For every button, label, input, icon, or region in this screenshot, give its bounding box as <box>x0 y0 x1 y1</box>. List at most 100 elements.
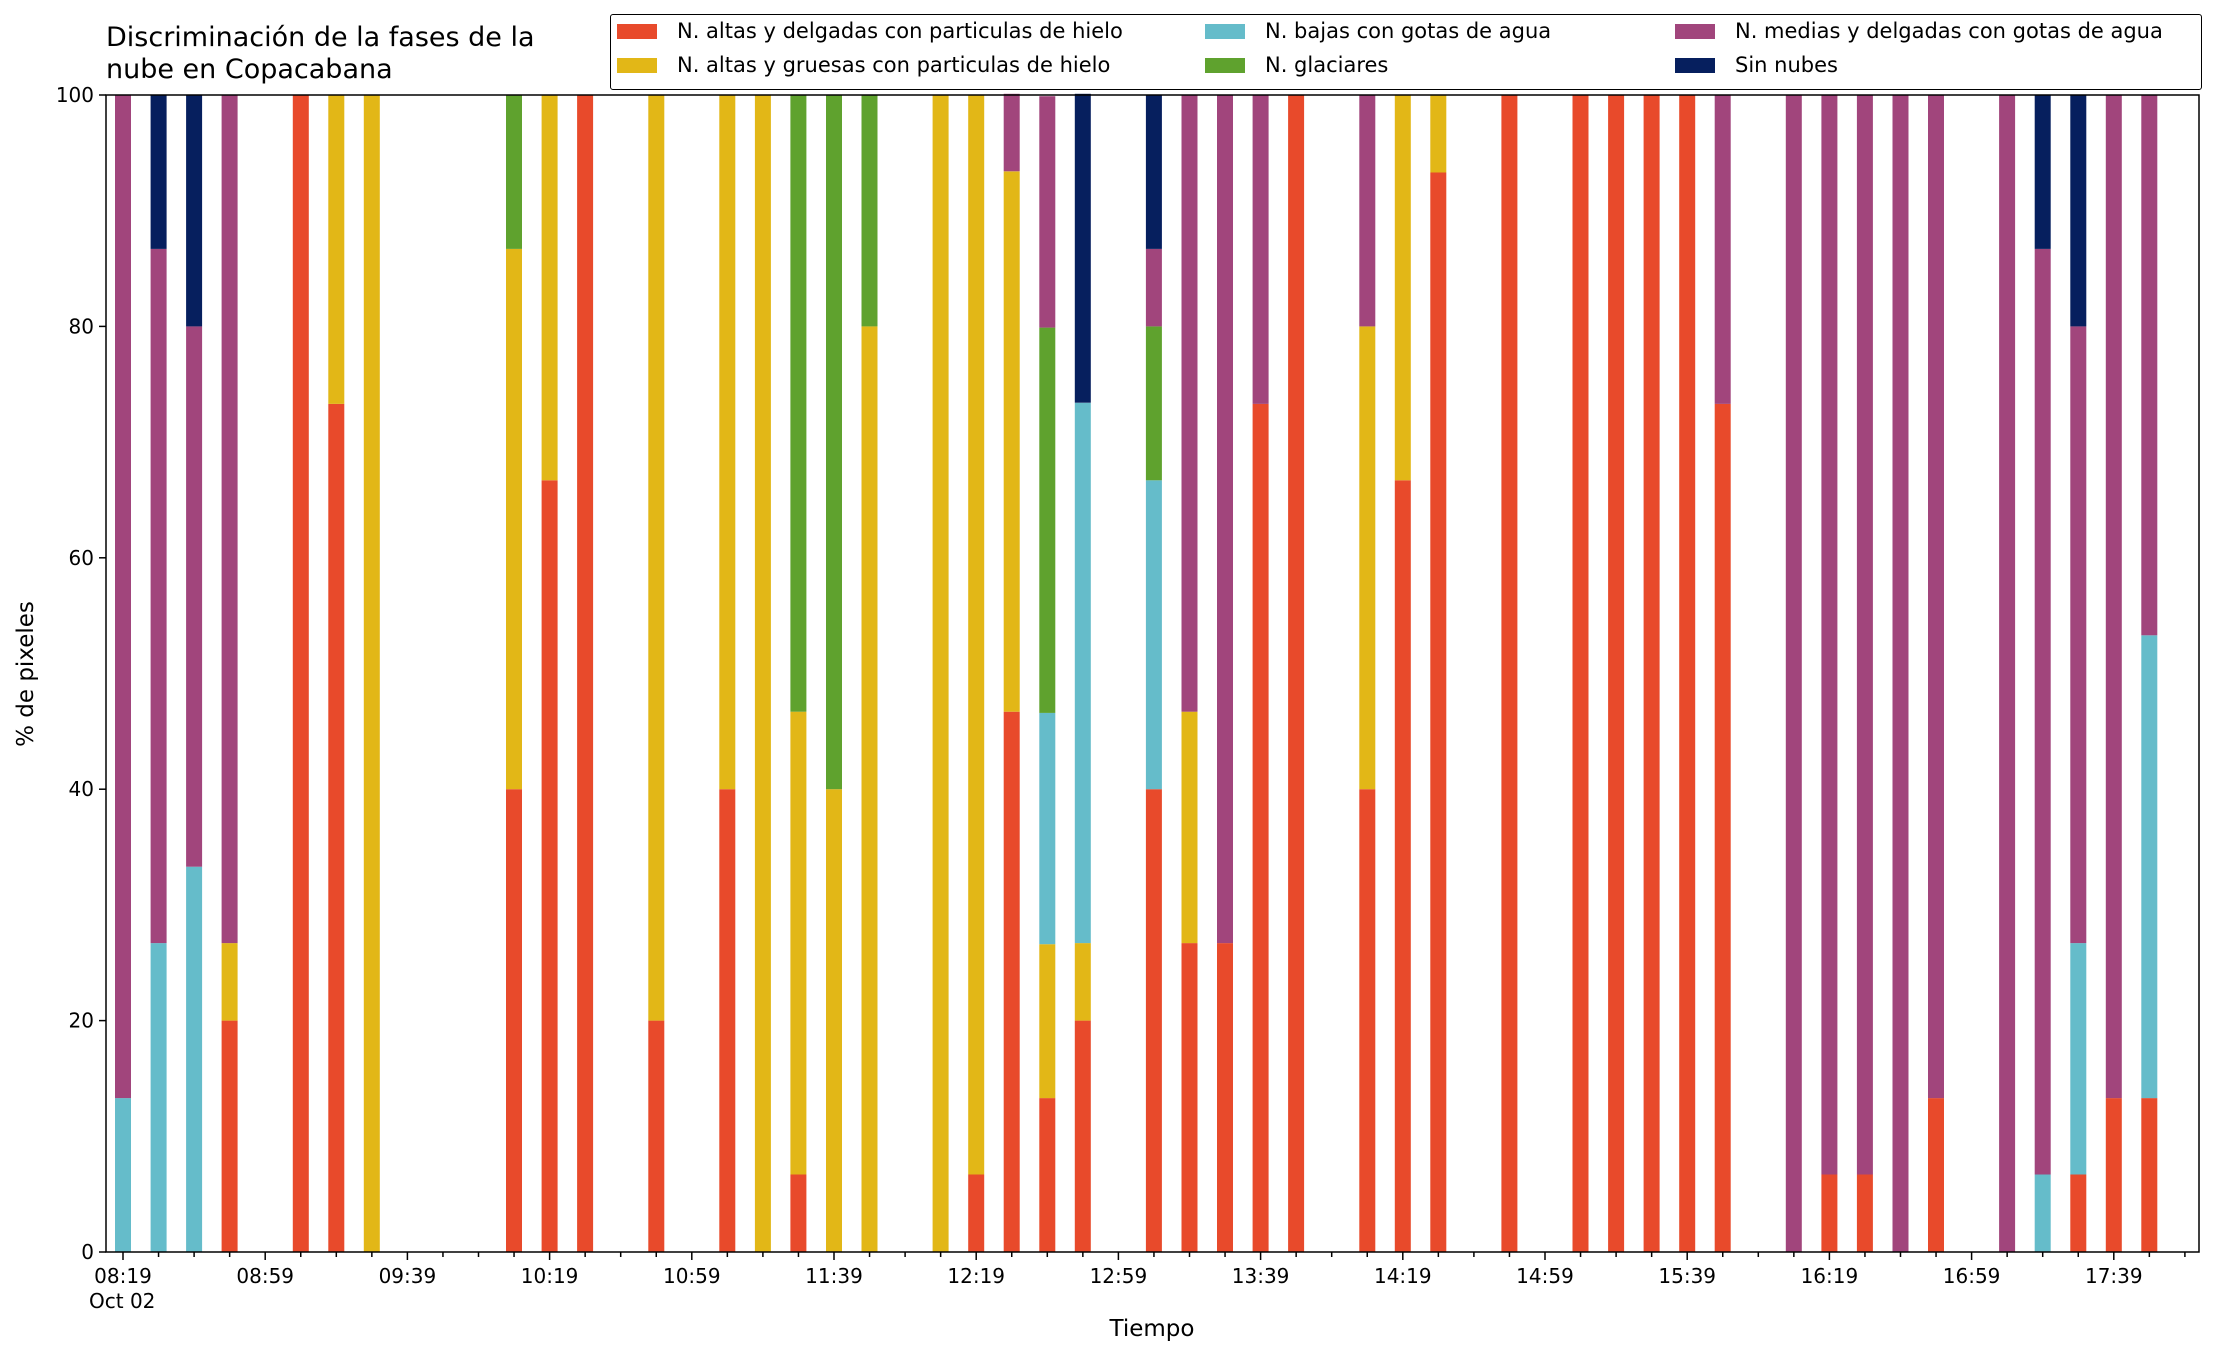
bar-segment-22-1 <box>1181 711 1198 944</box>
bar-segment-30-0 <box>1572 95 1589 1252</box>
bar-segment-27-1 <box>1394 95 1411 481</box>
bar-segment-10-0 <box>648 1020 665 1252</box>
bar-segment-27-0 <box>1394 480 1411 1252</box>
bar-segment-44-2 <box>2141 635 2158 1099</box>
x-tick-label: 13:39 <box>1232 1264 1290 1288</box>
x-tick-label: 08:59 <box>236 1264 294 1288</box>
bar-segment-24-4 <box>1252 95 1269 404</box>
bar-segment-40-4 <box>1999 95 2016 1252</box>
bar-segment-15-1 <box>861 326 878 1252</box>
x-tick-label: 14:59 <box>1516 1264 1574 1288</box>
bar-segment-42-0 <box>2070 1174 2087 1252</box>
bar-segment-43-0 <box>2105 1098 2122 1252</box>
x-tick-label: 17:39 <box>2085 1264 2143 1288</box>
bar-segment-8-1 <box>541 95 558 481</box>
legend: N. altas y delgadas con particulas de hi… <box>610 14 2202 90</box>
bar-segment-31-0 <box>1608 95 1625 1252</box>
x-tick-label: 09:39 <box>379 1264 437 1288</box>
legend-swatch <box>1205 23 1245 39</box>
bar-segment-37-4 <box>1856 95 1873 1175</box>
bar-segment-20-2 <box>1074 402 1091 944</box>
bar-segment-21-3 <box>1145 326 1162 481</box>
x-date-label: Oct 02 <box>89 1289 155 1313</box>
bar-segment-19-4 <box>1039 96 1056 328</box>
x-tick-label: 14:19 <box>1374 1264 1432 1288</box>
bar-segment-25-0 <box>1288 95 1305 1252</box>
y-tick-label: 100 <box>56 83 94 107</box>
y-tick-label: 20 <box>69 1009 94 1033</box>
x-tick-label: 12:19 <box>947 1264 1005 1288</box>
legend-item: N. altas y delgadas con particulas de hi… <box>617 19 1123 43</box>
bar-segment-42-4 <box>2070 326 2087 944</box>
bar-segment-21-2 <box>1145 480 1162 790</box>
legend-label: N. bajas con gotas de agua <box>1265 19 1552 43</box>
bar-segment-37-0 <box>1856 1174 1873 1252</box>
bar-segment-26-0 <box>1359 789 1376 1252</box>
bar-segment-2-2 <box>186 866 203 1252</box>
bar-segment-17-0 <box>968 1174 985 1252</box>
legend-swatch <box>617 57 657 73</box>
bar-segment-5-1 <box>328 95 345 404</box>
legend-item: N. glaciares <box>1205 53 1388 77</box>
bar-segment-7-0 <box>506 789 522 1252</box>
legend-item: N. altas y gruesas con particulas de hie… <box>617 53 1110 77</box>
bar-segment-36-0 <box>1821 1174 1838 1252</box>
bar-segment-34-4 <box>1714 95 1731 404</box>
legend-label: N. medias y delgadas con gotas de agua <box>1735 19 2163 43</box>
bar-segment-39-4 <box>1928 95 1944 1099</box>
bar-segment-19-3 <box>1039 327 1056 713</box>
bar-segment-28-1 <box>1430 95 1447 173</box>
bar-segment-11-0 <box>719 789 736 1252</box>
bar-segment-4-0 <box>292 95 309 1252</box>
bar-segment-20-0 <box>1074 1020 1091 1252</box>
bar-segment-18-1 <box>1003 171 1020 712</box>
legend-swatch <box>1205 57 1245 73</box>
bar-segment-2-4 <box>186 326 203 867</box>
bar-segment-28-0 <box>1430 172 1447 1252</box>
bar-segment-35-4 <box>1785 95 1802 1252</box>
bar-segment-11-1 <box>719 95 736 790</box>
bar-segment-44-0 <box>2141 1098 2158 1252</box>
bar-segment-41-5 <box>2034 95 2051 249</box>
bar-segment-39-0 <box>1928 1098 1944 1252</box>
bar-segment-20-5 <box>1074 93 1091 403</box>
bars-layer <box>115 93 2158 1252</box>
bar-segment-12-1 <box>754 95 771 1252</box>
bar-segment-38-4 <box>1892 95 1909 1252</box>
bar-segment-22-4 <box>1181 95 1198 712</box>
bar-segment-21-4 <box>1145 248 1162 327</box>
bar-segment-3-1 <box>221 943 238 1021</box>
bar-segment-1-5 <box>150 95 167 249</box>
x-tick-label: 10:59 <box>663 1264 721 1288</box>
bar-segment-36-4 <box>1821 95 1838 1175</box>
chart-title: Discriminación de la fases de la nube en… <box>106 22 535 86</box>
bar-segment-23-4 <box>1217 95 1233 944</box>
x-tick-label: 16:59 <box>1943 1264 2001 1288</box>
bar-segment-21-5 <box>1145 95 1162 249</box>
bar-segment-29-0 <box>1501 95 1518 1252</box>
bar-segment-41-2 <box>2034 1174 2051 1252</box>
legend-label: N. glaciares <box>1265 53 1389 77</box>
bar-segment-21-0 <box>1145 789 1162 1252</box>
legend-label: Sin nubes <box>1735 53 1838 77</box>
legend-label: N. altas y delgadas con particulas de hi… <box>677 19 1123 43</box>
bar-segment-9-0 <box>577 95 594 1252</box>
bar-segment-10-1 <box>648 95 665 1021</box>
bar-segment-22-0 <box>1181 943 1198 1252</box>
bar-segment-13-1 <box>790 711 807 1175</box>
bar-segment-3-0 <box>221 1020 238 1252</box>
bar-segment-7-1 <box>506 248 522 790</box>
y-tick-label: 60 <box>69 546 94 570</box>
bar-segment-26-1 <box>1359 326 1376 790</box>
bar-segment-6-1 <box>363 95 380 1252</box>
bar-segment-23-0 <box>1217 943 1233 1252</box>
legend-item: Sin nubes <box>1675 53 1838 77</box>
bar-segment-15-3 <box>861 95 878 327</box>
y-tick-label: 40 <box>69 777 94 801</box>
x-tick-label: 10:19 <box>521 1264 579 1288</box>
bar-segment-13-3 <box>790 95 807 712</box>
bar-segment-43-4 <box>2105 95 2122 1099</box>
bar-segment-1-2 <box>150 943 167 1252</box>
chart-title-line-1: Discriminación de la fases de la <box>106 22 535 53</box>
